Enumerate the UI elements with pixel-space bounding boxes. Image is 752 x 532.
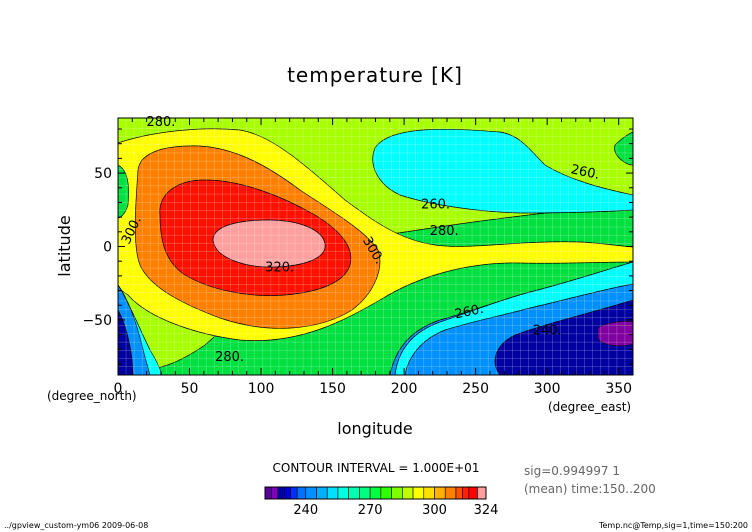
region-dark-blue-south-west bbox=[118, 309, 134, 375]
colorbar-segment bbox=[462, 486, 470, 500]
grid-lines bbox=[118, 118, 633, 375]
x-axis: 0 50 100 150 200 250 300 350 bbox=[114, 118, 634, 397]
colorbar-segment bbox=[348, 486, 360, 500]
contour-label: 260. bbox=[453, 302, 484, 323]
x-tick-label: 150 bbox=[319, 381, 346, 397]
contour-interval: CONTOUR INTERVAL = 1.000E+01 bbox=[273, 461, 480, 475]
colorbar-segment bbox=[455, 486, 463, 500]
colorbar-tick-label: 300 bbox=[422, 503, 447, 518]
x-unit-label: (degree_east) bbox=[548, 400, 631, 414]
colorbar-segment bbox=[391, 486, 403, 500]
colorbar-segment bbox=[290, 486, 298, 500]
contour-label: 260. bbox=[569, 162, 600, 183]
colorbar-segment bbox=[380, 486, 392, 500]
colorbar-segment bbox=[264, 486, 272, 500]
x-axis-title: longitude bbox=[337, 419, 412, 438]
colorbar-segment bbox=[369, 486, 382, 500]
colorbar-segment bbox=[271, 486, 279, 500]
x-tick-label: 200 bbox=[391, 381, 418, 397]
contour-label: 320. bbox=[265, 260, 294, 275]
colorbar-segment bbox=[337, 486, 349, 500]
colorbar-segment bbox=[412, 486, 425, 500]
colorbar-segment bbox=[434, 486, 446, 500]
x-tick-label: 50 bbox=[181, 381, 199, 397]
contour-label: 280. bbox=[430, 224, 459, 239]
y-unit-label: (degree_north) bbox=[47, 389, 137, 403]
colorbar-segment bbox=[284, 486, 292, 500]
colorbar-tick-labels: 240 270 300 324 bbox=[293, 503, 498, 518]
colorbar-segment bbox=[444, 486, 457, 500]
colorbar-segment bbox=[402, 486, 414, 500]
contour-label: 240. bbox=[533, 324, 562, 339]
x-tick-label: 250 bbox=[462, 381, 489, 397]
colorbar-segment bbox=[316, 486, 328, 500]
colorbar-tick-label: 324 bbox=[474, 503, 499, 518]
x-tick-label: 300 bbox=[534, 381, 561, 397]
colorbar-tick-label: 270 bbox=[358, 503, 383, 518]
colorbar-segment bbox=[468, 486, 478, 500]
x-tick-label: 0 bbox=[114, 381, 123, 397]
plot-area bbox=[118, 118, 633, 375]
region-dark-blue-south-pole bbox=[494, 299, 633, 375]
footer-left: ../gpview_custom-ym06 2009-06-08 bbox=[4, 521, 148, 530]
y-axis: −50 0 50 bbox=[82, 128, 633, 365]
contour-label: 260. bbox=[421, 197, 450, 212]
sig-info: sig=0.994997 1 bbox=[524, 464, 620, 478]
region-purple-minimum bbox=[597, 321, 633, 346]
colorbar-segment bbox=[326, 486, 339, 500]
colorbar-segment bbox=[277, 486, 285, 500]
colorbar-segment bbox=[296, 486, 307, 500]
y-tick-label: −50 bbox=[82, 313, 112, 329]
region-green-north-east bbox=[614, 131, 633, 166]
y-axis-title: latitude bbox=[55, 215, 74, 276]
contour-labels: 280.260.260.280.300.300.320.260.240.280. bbox=[119, 115, 601, 365]
contour-label: 280. bbox=[215, 350, 244, 365]
chart-title: temperature [K] bbox=[287, 63, 463, 87]
colorbar-segment bbox=[359, 486, 371, 500]
colorbar-segment bbox=[477, 486, 487, 500]
colorbar-segment bbox=[423, 486, 435, 500]
contour-label: 280. bbox=[146, 115, 175, 130]
y-tick-label: 0 bbox=[103, 240, 112, 256]
colorbar-segment bbox=[305, 486, 317, 500]
footer-right: Temp.nc@Temp,sig=1,time=150:200 bbox=[598, 521, 748, 530]
x-tick-label: 100 bbox=[248, 381, 275, 397]
colorbar bbox=[264, 486, 487, 500]
time-info: (mean) time:150..200 bbox=[524, 482, 656, 496]
region-cyan-south-west bbox=[118, 284, 163, 375]
y-tick-label: 50 bbox=[94, 166, 112, 182]
colorbar-frame bbox=[264, 486, 487, 500]
x-tick-label: 350 bbox=[605, 381, 632, 397]
colorbar-tick-label: 240 bbox=[293, 503, 318, 518]
